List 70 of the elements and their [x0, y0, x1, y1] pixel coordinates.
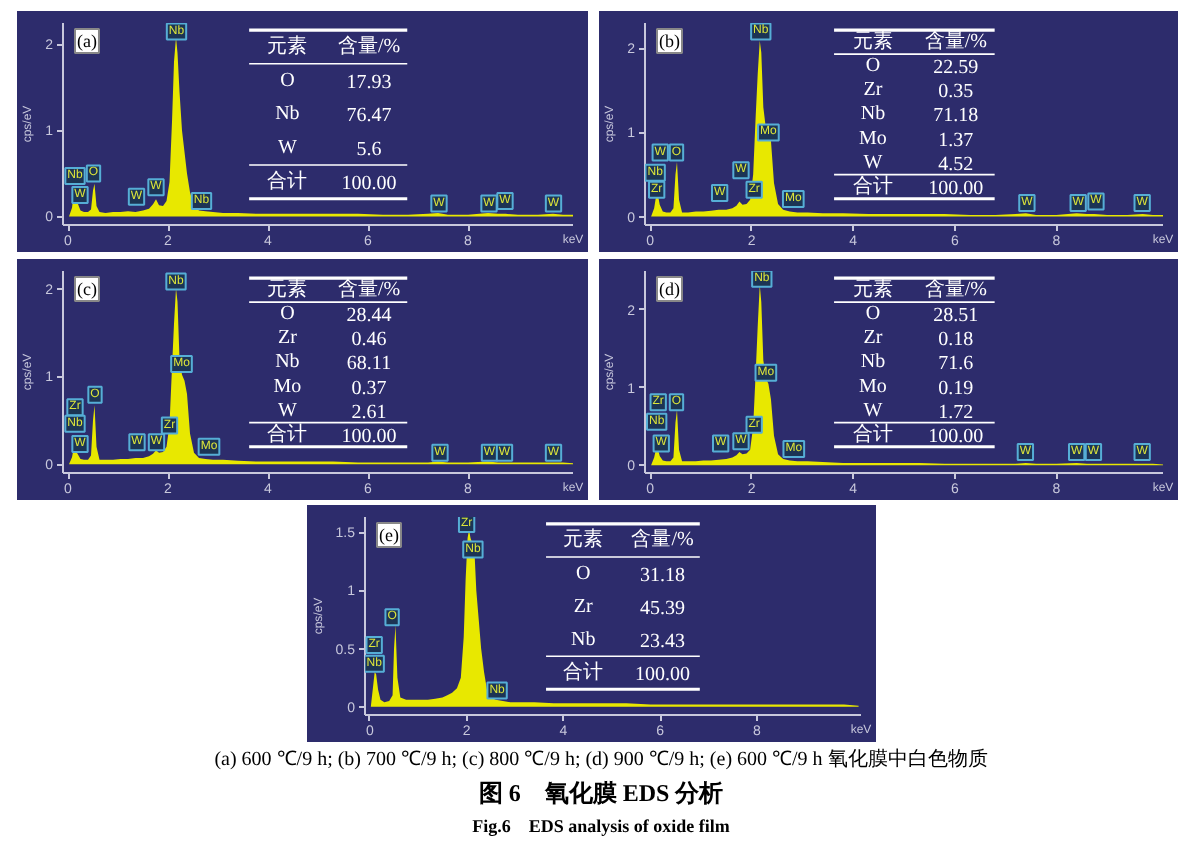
annotation: 合计	[267, 168, 308, 193]
annotation: 含量/%	[924, 277, 987, 302]
annotation: 28.44	[346, 305, 392, 328]
annotation: 0.35	[938, 81, 974, 104]
text: Fig.6 EDS analysis of oxide film	[472, 816, 731, 837]
annotation: 76.47	[346, 105, 392, 128]
annotation: 含量/%	[924, 29, 987, 54]
annotation: 45.39	[640, 597, 686, 620]
annotation: Zr	[573, 595, 595, 618]
annotation: Zr	[863, 327, 884, 350]
annotation: 2.61	[351, 401, 387, 424]
annotation: 5.6	[356, 139, 382, 162]
annotation: 4.52	[938, 153, 974, 176]
annotation: 71.6	[938, 353, 974, 376]
annotation: 合计	[852, 421, 893, 446]
annotation: W	[277, 137, 298, 160]
annotation: 含量/%	[337, 277, 401, 302]
annotation: 28.51	[933, 305, 979, 328]
annotation: 100.00	[341, 425, 397, 448]
annotation: 100.00	[928, 425, 984, 448]
annotation: 17.93	[346, 71, 392, 94]
annotation: Nb	[571, 628, 596, 651]
annotation: O	[280, 69, 295, 92]
annotation: 100.00	[341, 172, 397, 195]
annotation: 含量/%	[631, 527, 694, 552]
annotation: 1.72	[938, 401, 974, 424]
annotation: Zr	[863, 79, 884, 102]
annotation: 0.37	[351, 377, 387, 400]
annotation: 0.46	[351, 329, 387, 352]
text: (a) 600 ℃/9 h; (b) 700 ℃/9 h; (c) 800 ℃/9 h; (d) 900 ℃/9 h; (e) 600 ℃/9 h 氧化膜中白色物质	[214, 746, 988, 771]
annotation: Mo	[273, 375, 302, 398]
annotation: O	[280, 303, 295, 326]
annotation: 合计	[563, 659, 604, 684]
chart-title: (a)	[77, 31, 97, 51]
annotation: 合计	[852, 173, 893, 198]
chart-title: (e)	[379, 525, 399, 545]
text: (d)	[659, 279, 680, 299]
annotation: 1.37	[938, 129, 974, 152]
annotation: O	[865, 303, 881, 326]
annotation: Zr	[277, 327, 299, 350]
annotation: 23.43	[640, 630, 686, 653]
annotation: 含量/%	[337, 33, 401, 58]
annotation: Mo	[859, 375, 887, 398]
chart-title: (b)	[659, 31, 680, 51]
annotation: O	[865, 55, 881, 78]
annotation: O	[576, 562, 591, 585]
chart-title: (c)	[77, 279, 97, 299]
annotation: W	[863, 399, 884, 422]
annotation: 68.11	[346, 353, 392, 376]
annotation: Nb	[275, 351, 300, 374]
annotation: 31.18	[640, 564, 686, 587]
annotation: 元素	[267, 33, 308, 58]
annotation: Nb	[860, 351, 886, 374]
annotation: W	[277, 399, 298, 422]
annotation: 71.18	[933, 105, 979, 128]
annotation: 0.18	[938, 329, 974, 352]
annotation: 元素	[852, 29, 893, 54]
annotation: 元素	[267, 277, 308, 302]
annotation: Nb	[860, 103, 886, 126]
annotation: 元素	[563, 527, 604, 552]
annotation: 合计	[267, 421, 308, 446]
annotation: 0.19	[938, 377, 974, 400]
annotation: 元素	[852, 277, 893, 302]
annotation: W	[863, 151, 884, 174]
annotation: Mo	[859, 127, 887, 150]
annotation: 100.00	[635, 663, 691, 686]
annotation: Nb	[275, 103, 300, 126]
annotation: 22.59	[933, 57, 979, 80]
annotation: 100.00	[928, 177, 984, 200]
text: 图 6 氧化膜 EDS 分析	[478, 779, 724, 807]
